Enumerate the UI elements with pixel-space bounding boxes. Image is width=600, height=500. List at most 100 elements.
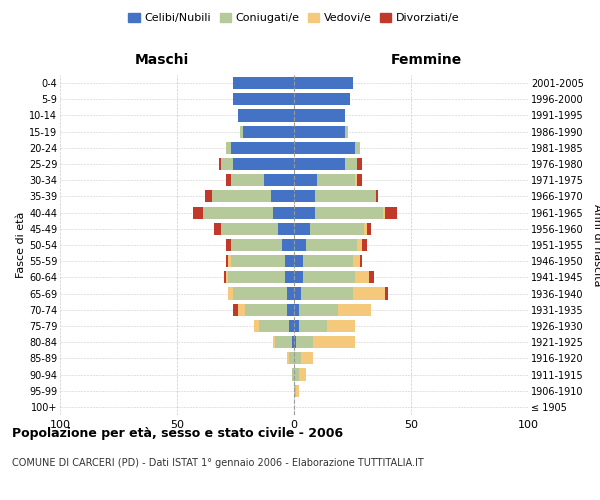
- Bar: [364, 222, 367, 235]
- Bar: [299, 368, 306, 380]
- Bar: [245, 304, 287, 316]
- Bar: [294, 255, 304, 268]
- Bar: [355, 142, 359, 154]
- Bar: [292, 336, 294, 348]
- Bar: [294, 174, 317, 186]
- Bar: [193, 206, 203, 218]
- Text: Popolazione per età, sesso e stato civile - 2006: Popolazione per età, sesso e stato civil…: [12, 428, 343, 440]
- Bar: [346, 158, 357, 170]
- Bar: [294, 93, 350, 106]
- Bar: [385, 206, 397, 218]
- Bar: [385, 288, 388, 300]
- Bar: [242, 126, 294, 138]
- Bar: [238, 304, 245, 316]
- Bar: [355, 174, 357, 186]
- Bar: [294, 368, 299, 380]
- Bar: [294, 384, 296, 397]
- Bar: [294, 272, 304, 283]
- Bar: [294, 190, 315, 202]
- Bar: [296, 384, 299, 397]
- Bar: [226, 174, 231, 186]
- Text: Maschi: Maschi: [135, 52, 189, 66]
- Bar: [383, 206, 385, 218]
- Bar: [299, 320, 327, 332]
- Bar: [357, 174, 362, 186]
- Bar: [294, 288, 301, 300]
- Bar: [287, 288, 294, 300]
- Bar: [278, 222, 294, 235]
- Bar: [238, 110, 294, 122]
- Bar: [283, 239, 294, 251]
- Bar: [273, 206, 294, 218]
- Bar: [359, 255, 362, 268]
- Bar: [284, 272, 294, 283]
- Bar: [219, 158, 221, 170]
- Bar: [315, 190, 376, 202]
- Bar: [221, 158, 233, 170]
- Bar: [226, 142, 231, 154]
- Bar: [294, 239, 306, 251]
- Bar: [229, 272, 284, 283]
- Bar: [231, 174, 263, 186]
- Bar: [294, 352, 301, 364]
- Bar: [287, 352, 289, 364]
- Y-axis label: Anni di nascita: Anni di nascita: [592, 204, 600, 286]
- Y-axis label: Fasce di età: Fasce di età: [16, 212, 26, 278]
- Bar: [304, 272, 355, 283]
- Bar: [338, 304, 371, 316]
- Bar: [254, 320, 259, 332]
- Bar: [275, 336, 292, 348]
- Bar: [362, 239, 367, 251]
- Bar: [259, 320, 289, 332]
- Bar: [292, 368, 294, 380]
- Bar: [240, 126, 242, 138]
- Bar: [231, 239, 283, 251]
- Bar: [226, 272, 229, 283]
- Bar: [317, 174, 355, 186]
- Bar: [226, 255, 229, 268]
- Bar: [263, 174, 294, 186]
- Bar: [294, 158, 346, 170]
- Bar: [233, 93, 294, 106]
- Bar: [224, 272, 226, 283]
- Bar: [346, 126, 348, 138]
- Bar: [294, 336, 296, 348]
- Bar: [287, 304, 294, 316]
- Bar: [294, 320, 299, 332]
- Bar: [357, 239, 362, 251]
- Text: Femmine: Femmine: [391, 52, 461, 66]
- Bar: [369, 272, 374, 283]
- Bar: [212, 190, 271, 202]
- Bar: [284, 255, 294, 268]
- Bar: [294, 110, 346, 122]
- Bar: [327, 320, 355, 332]
- Bar: [353, 288, 385, 300]
- Bar: [289, 352, 294, 364]
- Bar: [367, 222, 371, 235]
- Bar: [294, 206, 315, 218]
- Bar: [353, 255, 359, 268]
- Bar: [294, 126, 346, 138]
- Bar: [231, 142, 294, 154]
- Bar: [306, 239, 357, 251]
- Bar: [301, 352, 313, 364]
- Bar: [226, 239, 231, 251]
- Bar: [214, 222, 221, 235]
- Bar: [310, 222, 364, 235]
- Bar: [304, 255, 353, 268]
- Bar: [233, 158, 294, 170]
- Bar: [289, 320, 294, 332]
- Bar: [315, 206, 383, 218]
- Bar: [233, 304, 238, 316]
- Bar: [376, 190, 378, 202]
- Bar: [355, 272, 369, 283]
- Bar: [233, 77, 294, 89]
- Bar: [229, 288, 233, 300]
- Bar: [294, 77, 353, 89]
- Bar: [221, 222, 278, 235]
- Bar: [299, 304, 338, 316]
- Legend: Celibi/Nubili, Coniugati/e, Vedovi/e, Divorziati/e: Celibi/Nubili, Coniugati/e, Vedovi/e, Di…: [124, 8, 464, 28]
- Bar: [205, 190, 212, 202]
- Bar: [271, 190, 294, 202]
- Text: COMUNE DI CARCERI (PD) - Dati ISTAT 1° gennaio 2006 - Elaborazione TUTTITALIA.IT: COMUNE DI CARCERI (PD) - Dati ISTAT 1° g…: [12, 458, 424, 468]
